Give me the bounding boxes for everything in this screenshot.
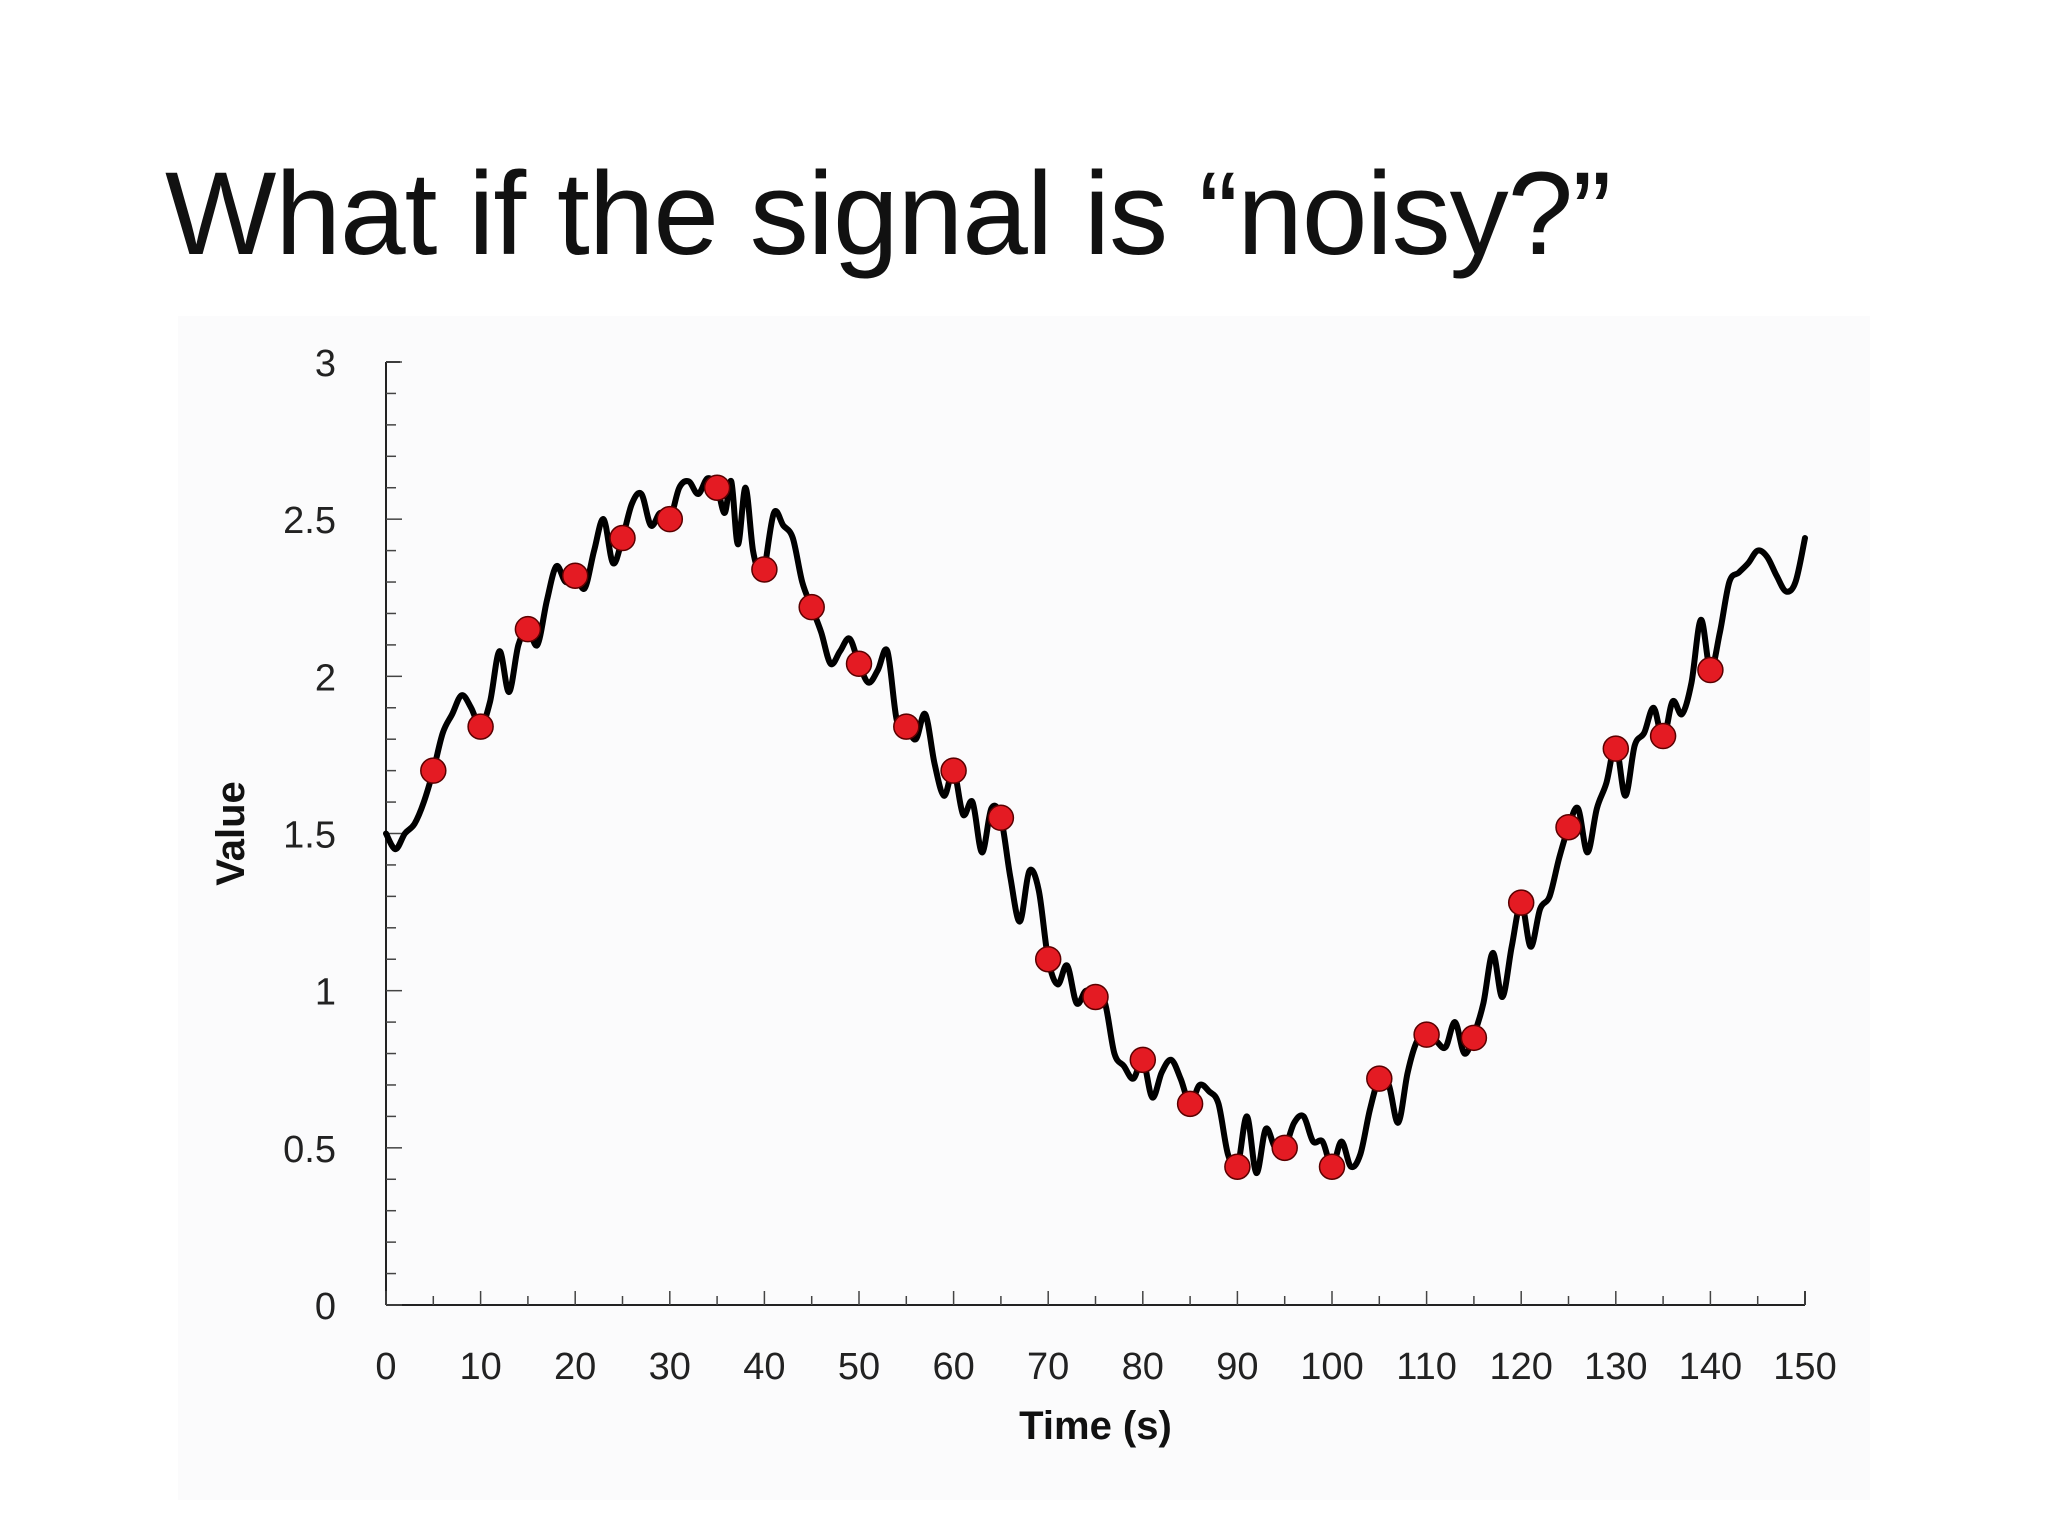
sample-point <box>1366 1065 1393 1092</box>
sample-point <box>845 650 873 678</box>
sample-point <box>1129 1046 1157 1074</box>
sample-point <box>751 556 778 583</box>
sample-point <box>420 757 447 784</box>
x-tick-label: 20 <box>554 1346 596 1388</box>
sample-point <box>561 562 589 589</box>
x-tick-label: 120 <box>1489 1346 1552 1388</box>
sample-point <box>893 713 920 740</box>
noisy-signal-chart: 00.511.522.530 10 20 30 40 50 60 70 80 90 100 110 12… <box>209 343 1837 1448</box>
sample-point <box>1271 1134 1298 1162</box>
sample-point <box>798 593 825 621</box>
x-tick-label: 0 <box>375 1346 396 1388</box>
sample-point <box>1555 813 1582 841</box>
sample-point <box>467 713 494 740</box>
x-tick-label: 150 <box>1773 1346 1836 1388</box>
y-tick-label: 0 <box>315 1286 336 1328</box>
x-tick-label: 50 <box>838 1346 880 1388</box>
y-tick-label: 3 <box>315 343 336 385</box>
x-tick-label: 70 <box>1027 1346 1069 1388</box>
y-tick-label: 1 <box>315 972 336 1014</box>
sample-point <box>1034 945 1062 973</box>
sample-point <box>1176 1090 1204 1118</box>
sample-point <box>514 615 542 643</box>
x-tick-label: 130 <box>1584 1346 1647 1388</box>
sample-point <box>1460 1024 1488 1052</box>
sample-point <box>1082 983 1109 1011</box>
sample-point <box>1507 889 1535 916</box>
x-axis-title: Time (s) <box>1019 1404 1172 1448</box>
sample-point <box>1318 1153 1346 1180</box>
sample-point <box>1649 722 1677 750</box>
slide-title: What if the signal is “noisy?” <box>165 148 1612 280</box>
sample-point <box>703 474 731 501</box>
signal-line <box>383 475 1808 1177</box>
sample-point <box>1697 656 1724 684</box>
x-tick-label: 40 <box>743 1346 785 1388</box>
series-layer <box>383 475 1808 1177</box>
axes: 00.511.522.530 10 20 30 40 50 60 70 80 90 100 110 12… <box>283 343 1837 1388</box>
sample-point <box>609 524 636 552</box>
x-tick-label: 80 <box>1122 1346 1164 1388</box>
sample-point <box>940 757 967 784</box>
x-tick-label: 60 <box>932 1346 974 1388</box>
sample-point <box>656 505 684 533</box>
sample-point <box>987 804 1015 832</box>
sample-point <box>1602 735 1630 762</box>
y-tick-label: 0.5 <box>283 1129 336 1171</box>
y-tick-label: 2 <box>315 657 336 699</box>
sample-point <box>1413 1021 1440 1048</box>
chart-panel: 0 0.5 1 1.5 2 2.5 3 0 10 20 30 40 50 60 70 80 90 100 110 12… <box>178 316 1870 1500</box>
x-tick-label: 10 <box>459 1346 501 1388</box>
points-layer <box>420 474 1724 1180</box>
y-axis-title: Value <box>209 781 253 886</box>
y-tick-label: 2.5 <box>283 500 336 542</box>
x-tick-label: 100 <box>1300 1346 1363 1388</box>
x-tick-label: 140 <box>1679 1346 1742 1388</box>
x-tick-label: 30 <box>649 1346 691 1388</box>
x-tick-label: 110 <box>1396 1346 1457 1388</box>
y-tick-label: 1.5 <box>283 815 336 857</box>
sample-point <box>1224 1153 1251 1180</box>
x-tick-label: 90 <box>1216 1346 1258 1388</box>
